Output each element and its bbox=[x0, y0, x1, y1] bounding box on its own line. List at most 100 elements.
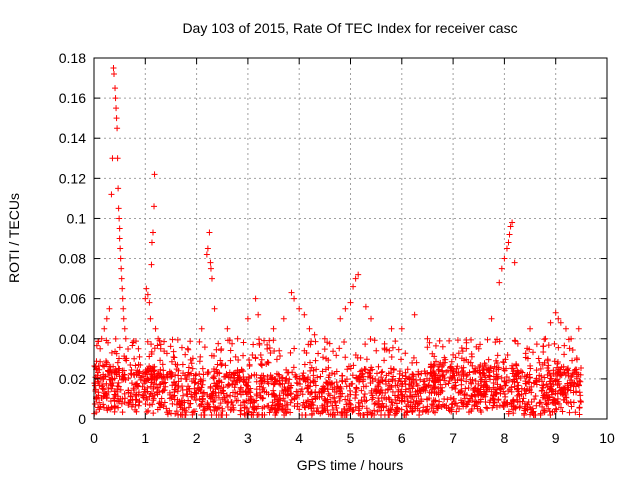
data-point bbox=[398, 325, 405, 332]
data-point bbox=[160, 387, 167, 394]
x-tick-label: 3 bbox=[244, 430, 252, 446]
data-point bbox=[484, 405, 491, 412]
data-point bbox=[136, 399, 143, 406]
data-point bbox=[486, 367, 493, 374]
data-point bbox=[352, 404, 359, 411]
data-point bbox=[261, 337, 268, 344]
data-point bbox=[201, 344, 208, 351]
data-point bbox=[513, 396, 520, 403]
data-point bbox=[373, 387, 380, 394]
data-point bbox=[393, 404, 400, 411]
data-point bbox=[524, 385, 531, 392]
data-point bbox=[572, 383, 579, 390]
data-point bbox=[419, 408, 426, 415]
data-point bbox=[151, 392, 158, 399]
data-point bbox=[478, 391, 485, 398]
data-point bbox=[415, 368, 422, 375]
data-point bbox=[311, 331, 318, 338]
data-point bbox=[352, 389, 359, 396]
data-point bbox=[509, 365, 516, 372]
data-point bbox=[204, 399, 211, 406]
data-point bbox=[113, 105, 120, 112]
data-point bbox=[537, 410, 544, 417]
data-point bbox=[501, 378, 508, 385]
data-point bbox=[148, 348, 155, 355]
data-point bbox=[296, 406, 303, 413]
data-point bbox=[468, 353, 475, 360]
data-point bbox=[329, 411, 336, 418]
data-point bbox=[125, 346, 132, 353]
data-point bbox=[200, 371, 207, 378]
data-point bbox=[468, 379, 475, 386]
data-point bbox=[425, 409, 432, 416]
data-point bbox=[553, 406, 560, 413]
data-point bbox=[431, 370, 438, 377]
data-point bbox=[325, 411, 332, 418]
data-point bbox=[476, 369, 483, 376]
data-point bbox=[506, 231, 513, 238]
data-point bbox=[233, 378, 240, 385]
data-point bbox=[532, 392, 539, 399]
data-point bbox=[389, 388, 396, 395]
data-point bbox=[416, 411, 423, 418]
data-point bbox=[114, 386, 121, 393]
data-point bbox=[261, 378, 268, 385]
data-point bbox=[453, 370, 460, 377]
data-point bbox=[526, 379, 533, 386]
data-point bbox=[462, 385, 469, 392]
data-point bbox=[224, 393, 231, 400]
data-point bbox=[463, 392, 470, 399]
data-point bbox=[276, 347, 283, 354]
data-point bbox=[455, 350, 462, 357]
data-point bbox=[521, 373, 528, 380]
data-point bbox=[354, 375, 361, 382]
data-point bbox=[150, 385, 157, 392]
data-point bbox=[293, 388, 300, 395]
data-point bbox=[283, 408, 290, 415]
data-point bbox=[250, 341, 257, 348]
data-point bbox=[577, 397, 584, 404]
data-point bbox=[257, 361, 264, 368]
data-point bbox=[388, 353, 395, 360]
data-point bbox=[226, 337, 233, 344]
data-point bbox=[182, 351, 189, 358]
data-point bbox=[524, 406, 531, 413]
data-point bbox=[330, 394, 337, 401]
data-point bbox=[279, 380, 286, 387]
data-point bbox=[493, 403, 500, 410]
data-point bbox=[227, 392, 234, 399]
data-point bbox=[330, 348, 337, 355]
data-point bbox=[343, 383, 350, 390]
data-point bbox=[119, 295, 126, 302]
data-point bbox=[269, 399, 276, 406]
data-point bbox=[240, 368, 247, 375]
data-point bbox=[406, 374, 413, 381]
data-point bbox=[142, 400, 149, 407]
data-point bbox=[379, 400, 386, 407]
data-point bbox=[410, 354, 417, 361]
data-point bbox=[108, 349, 115, 356]
data-point bbox=[371, 400, 378, 407]
data-point bbox=[272, 410, 279, 417]
data-point bbox=[385, 385, 392, 392]
data-point bbox=[150, 395, 157, 402]
data-point bbox=[102, 358, 109, 365]
data-point bbox=[127, 370, 134, 377]
data-point bbox=[175, 378, 182, 385]
data-point bbox=[234, 335, 241, 342]
data-point bbox=[471, 385, 478, 392]
data-point bbox=[496, 338, 503, 345]
data-point bbox=[257, 352, 264, 359]
data-point bbox=[333, 352, 340, 359]
data-point bbox=[375, 363, 382, 370]
data-point bbox=[457, 389, 464, 396]
data-point bbox=[531, 396, 538, 403]
data-point bbox=[368, 315, 375, 322]
data-point bbox=[151, 345, 158, 352]
data-point bbox=[121, 353, 128, 360]
data-point bbox=[431, 385, 438, 392]
data-point bbox=[253, 378, 260, 385]
data-point bbox=[220, 384, 227, 391]
data-point bbox=[493, 391, 500, 398]
data-point bbox=[106, 305, 113, 312]
